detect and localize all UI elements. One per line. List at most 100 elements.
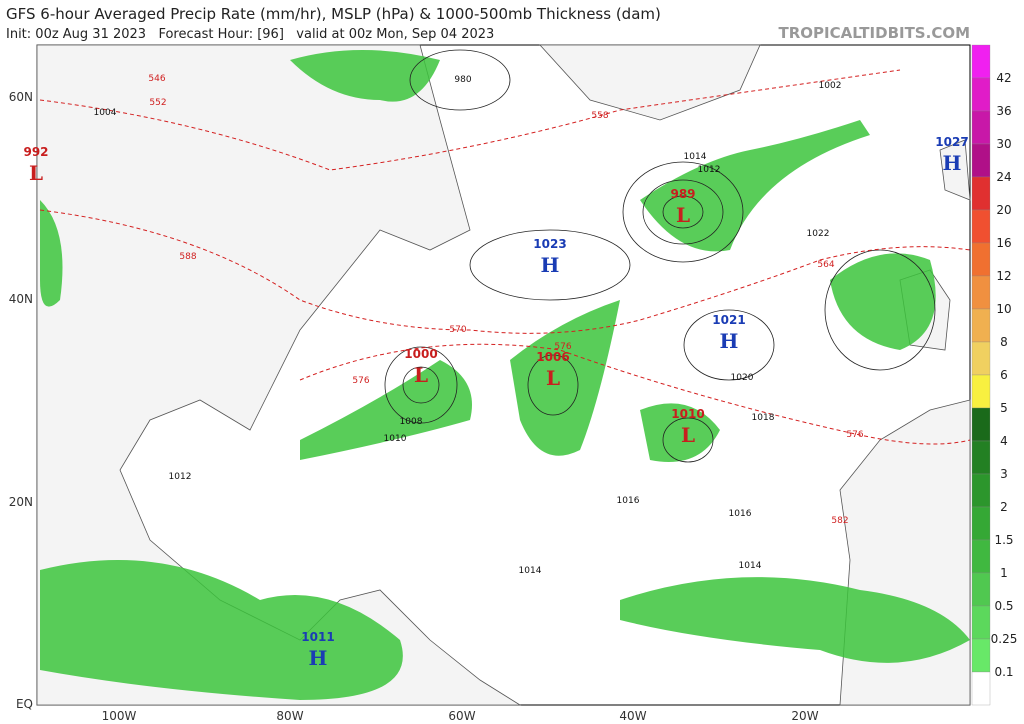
center-value: 1023	[533, 237, 566, 251]
isobar-label: 1016	[617, 496, 640, 506]
colorbar-segment	[971, 671, 991, 706]
precip	[300, 360, 472, 460]
center-letter: H	[943, 151, 962, 175]
isobar	[642, 179, 724, 245]
isobar	[384, 346, 458, 424]
thickness-label: 552	[149, 98, 166, 108]
init-line: Init: 00z Aug 31 2023 Forecast Hour: [96…	[6, 27, 494, 42]
americas	[36, 44, 522, 706]
lon-label: 80W	[276, 709, 303, 723]
colorbar-label: 16	[996, 236, 1011, 250]
greenland	[539, 44, 761, 121]
isobar-label: 1004	[94, 108, 117, 118]
isobar	[469, 229, 631, 301]
britain	[939, 139, 971, 201]
colorbar-label: 0.1	[994, 665, 1013, 679]
center-letter: L	[414, 363, 428, 387]
colorbar-segment	[971, 275, 991, 310]
colorbar-label: 20	[996, 203, 1011, 217]
colorbar-label: 10	[996, 302, 1011, 316]
isobar	[824, 249, 936, 371]
isobar	[527, 354, 579, 416]
isobar	[622, 161, 744, 263]
center-value: 992	[23, 145, 48, 159]
thickness-line	[299, 343, 971, 445]
thickness-label: 558	[591, 111, 608, 121]
isobar-label: 1008	[400, 417, 423, 427]
center-value: 1021	[712, 313, 745, 327]
isobar-label: 1012	[698, 165, 721, 175]
isobar	[683, 309, 775, 381]
thickness-label: 564	[817, 260, 834, 270]
lat-label: 20N	[9, 495, 33, 509]
isobar	[662, 417, 714, 463]
isobar-label: 1012	[169, 472, 192, 482]
colorbar-label: 1	[1000, 566, 1008, 580]
colorbar-segment	[971, 242, 991, 277]
lon-label: 40W	[619, 709, 646, 723]
colorbar-segment	[971, 308, 991, 343]
colorbar-label: 42	[996, 71, 1011, 85]
isobar-label: 1018	[752, 413, 775, 423]
lon-label: 100W	[102, 709, 137, 723]
isobar-label: 1014	[519, 566, 542, 576]
colorbar-label: 5	[1000, 401, 1008, 415]
isobar-label: 1002	[819, 81, 842, 91]
colorbar-label: 30	[996, 137, 1011, 151]
isobar-label: 1014	[739, 561, 762, 571]
precip	[640, 403, 720, 462]
isobar	[662, 195, 704, 229]
center-letter: L	[29, 161, 43, 185]
colorbar-segment	[971, 44, 991, 79]
colorbar-segment	[971, 605, 991, 640]
thickness-label: 588	[179, 252, 196, 262]
thickness-label: 576	[846, 430, 863, 440]
center-value: 1027	[935, 135, 968, 149]
colorbar-label: 36	[996, 104, 1011, 118]
thickness-line	[39, 69, 901, 171]
colorbar-segment	[971, 407, 991, 442]
colorbar-label: 6	[1000, 368, 1008, 382]
isobar-label: 1010	[384, 434, 407, 444]
isobar-label: 1020	[731, 373, 754, 383]
colorbar-segment	[971, 473, 991, 508]
precip	[510, 300, 620, 456]
colorbar-segment	[971, 506, 991, 541]
center-letter: H	[309, 646, 328, 670]
colorbar-segment	[971, 77, 991, 112]
colorbar-segment	[971, 572, 991, 607]
center-value: 1010	[671, 407, 704, 421]
isobar-label: 1014	[684, 152, 707, 162]
colorbar-label: 4	[1000, 434, 1008, 448]
isobar-label: 980	[454, 75, 471, 85]
colorbar-label: 3	[1000, 467, 1008, 481]
precip	[40, 560, 403, 700]
thickness-label: 546	[148, 74, 165, 84]
colorbar-label: 12	[996, 269, 1011, 283]
colorbar-label: 8	[1000, 335, 1008, 349]
isobar	[402, 366, 440, 404]
precip	[40, 200, 63, 307]
colorbar-segment	[971, 209, 991, 244]
colorbar-segment	[971, 638, 991, 673]
precip	[640, 120, 870, 252]
isobar	[409, 49, 511, 111]
lat-label: 40N	[9, 292, 33, 306]
center-value: 989	[670, 187, 695, 201]
center-letter: L	[676, 203, 690, 227]
precip	[290, 50, 440, 102]
thickness-label: 582	[831, 516, 848, 526]
center-value: 1000	[404, 347, 437, 361]
colorbar-label: 1.5	[994, 533, 1013, 547]
credit: TROPICALTIDBITS.COM	[779, 24, 971, 42]
precip	[620, 577, 970, 663]
isobar-label: 1022	[807, 229, 830, 239]
colorbar-segment	[971, 176, 991, 211]
colorbar-segment	[971, 374, 991, 409]
center-letter: H	[541, 253, 560, 277]
colorbar-segment	[971, 110, 991, 145]
isobar-label: 1016	[729, 509, 752, 519]
center-letter: H	[720, 329, 739, 353]
lon-label: 60W	[448, 709, 475, 723]
